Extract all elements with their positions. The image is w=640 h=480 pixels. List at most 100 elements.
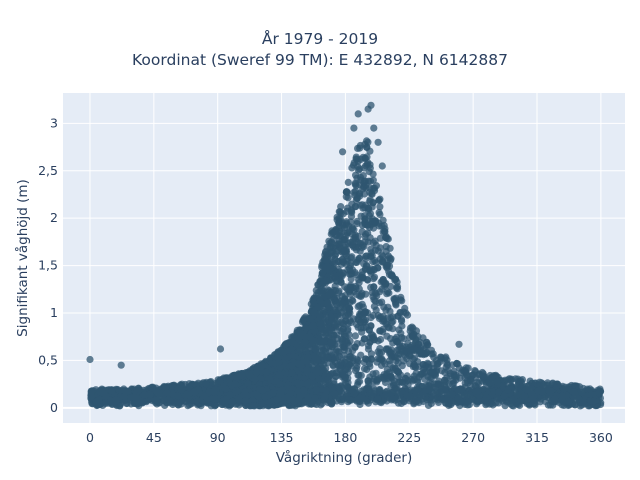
data-point	[369, 311, 377, 320]
data-point	[358, 339, 366, 347]
data-point	[339, 269, 347, 277]
data-point	[274, 354, 282, 362]
x-axis-title: Vågriktning (grader)	[276, 449, 413, 466]
data-point	[453, 359, 461, 368]
data-point	[348, 296, 356, 304]
data-point	[98, 389, 106, 397]
data-point	[388, 389, 396, 397]
data-point	[513, 391, 521, 399]
data-point	[455, 386, 463, 394]
data-point	[495, 388, 503, 396]
data-point	[124, 387, 132, 395]
data-point	[410, 376, 418, 384]
data-point	[95, 396, 103, 404]
data-point	[244, 380, 252, 388]
data-point	[463, 371, 471, 379]
data-point	[333, 247, 341, 255]
data-point	[358, 244, 366, 252]
data-point	[433, 389, 441, 397]
data-point	[336, 208, 344, 216]
data-point	[411, 386, 419, 395]
data-point	[397, 329, 405, 337]
data-point	[246, 372, 254, 380]
x-tick-label: 270	[461, 430, 485, 445]
data-point	[278, 348, 286, 356]
data-point	[360, 164, 368, 172]
data-point	[235, 396, 243, 404]
data-point	[108, 387, 116, 395]
data-point	[364, 377, 372, 385]
data-point	[193, 397, 201, 405]
data-point	[339, 148, 347, 156]
data-point	[439, 396, 447, 404]
data-point	[328, 258, 336, 266]
data-point	[331, 390, 339, 398]
data-point	[276, 390, 285, 398]
data-point	[523, 386, 531, 394]
data-point	[428, 396, 436, 404]
y-axis-title: Signifikant våghöjd (m)	[14, 179, 31, 337]
data-point	[322, 348, 330, 356]
data-point	[352, 171, 360, 179]
data-point	[355, 371, 363, 379]
data-point	[404, 381, 412, 389]
data-point	[469, 371, 477, 379]
data-point	[474, 387, 482, 395]
data-point	[570, 388, 578, 396]
data-point	[163, 389, 171, 397]
data-point	[370, 387, 379, 395]
data-point	[448, 391, 456, 399]
data-point	[304, 353, 312, 361]
x-tick-label: 225	[397, 430, 421, 445]
data-point	[306, 315, 314, 323]
data-point	[345, 386, 353, 394]
data-point	[331, 228, 339, 236]
data-point	[406, 352, 414, 360]
data-point	[222, 385, 230, 393]
data-point	[372, 369, 380, 377]
data-point	[356, 144, 364, 152]
data-point	[314, 281, 322, 289]
data-point	[434, 380, 442, 388]
data-point	[346, 305, 354, 313]
data-point	[310, 308, 318, 316]
data-point	[351, 343, 359, 351]
data-point	[299, 386, 307, 394]
data-point	[352, 282, 360, 291]
data-point	[391, 353, 399, 361]
data-point	[331, 306, 339, 314]
data-point	[238, 371, 246, 380]
data-point	[443, 361, 452, 369]
data-point	[333, 277, 341, 285]
y-tick-label: 2	[50, 210, 58, 225]
data-point	[369, 275, 378, 283]
data-point	[347, 275, 355, 283]
data-point	[337, 358, 345, 366]
data-point	[361, 265, 370, 273]
data-point	[287, 389, 295, 397]
data-point	[347, 207, 356, 215]
data-point	[315, 375, 323, 383]
data-point	[347, 318, 355, 327]
data-point	[378, 162, 386, 170]
data-point	[348, 253, 356, 261]
data-point	[340, 351, 348, 360]
data-point	[316, 297, 324, 305]
data-point	[355, 254, 363, 262]
data-point	[333, 301, 341, 309]
data-point	[183, 390, 191, 398]
data-point	[345, 361, 353, 369]
data-point	[228, 398, 236, 406]
data-point	[332, 369, 340, 377]
y-tick-label: 0,5	[38, 352, 58, 367]
chart-title-line-1: År 1979 - 2019	[261, 30, 379, 48]
data-point	[488, 373, 496, 382]
data-point	[415, 340, 423, 348]
data-point	[365, 326, 373, 334]
data-point	[303, 380, 311, 388]
data-point	[130, 393, 138, 402]
data-point	[326, 289, 335, 297]
data-point	[312, 386, 321, 394]
